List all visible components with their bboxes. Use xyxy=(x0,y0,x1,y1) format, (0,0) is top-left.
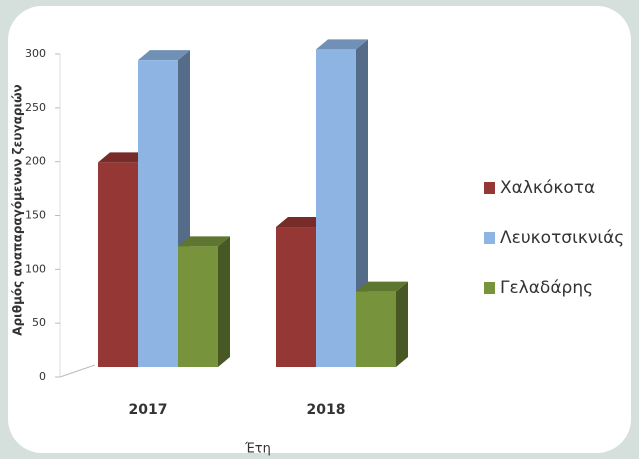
y-tick-label: 200 xyxy=(25,155,46,168)
y-tick-label: 250 xyxy=(25,101,46,114)
bar-top xyxy=(276,217,328,228)
legend-swatch xyxy=(484,182,495,194)
y-tick-label: 0 xyxy=(39,370,46,383)
legend-label: Λευκοτσικνιάς xyxy=(500,228,624,248)
bar xyxy=(98,162,138,367)
x-tick-label: 2017 xyxy=(129,402,168,418)
legend-label: Γελαδάρης xyxy=(500,278,593,298)
y-tick-label: 300 xyxy=(25,47,46,60)
floor-edge xyxy=(59,364,96,378)
y-axis-title: Αριθμός αναπαραγόμενων ζευγαριών xyxy=(11,84,25,335)
y-tick-label: 150 xyxy=(25,209,46,222)
legend-swatch xyxy=(484,282,495,294)
bar-top xyxy=(98,152,150,163)
bar-side xyxy=(396,281,408,367)
bar xyxy=(178,246,218,367)
legend-label: Χαλκόκοτα xyxy=(500,178,595,198)
bar-top xyxy=(138,50,190,61)
bar-top xyxy=(356,281,408,292)
bar-top xyxy=(316,39,368,50)
bar xyxy=(316,49,356,368)
y-tick-label: 50 xyxy=(32,316,46,329)
legend-swatch xyxy=(484,232,495,244)
bar xyxy=(138,60,178,368)
bar xyxy=(356,291,396,367)
bar-top xyxy=(178,236,230,247)
x-axis-title: Έτη xyxy=(244,442,271,457)
bar-side xyxy=(218,236,230,367)
y-tick-label: 100 xyxy=(25,262,46,275)
x-tick-label: 2018 xyxy=(307,402,346,418)
bar xyxy=(276,227,316,367)
